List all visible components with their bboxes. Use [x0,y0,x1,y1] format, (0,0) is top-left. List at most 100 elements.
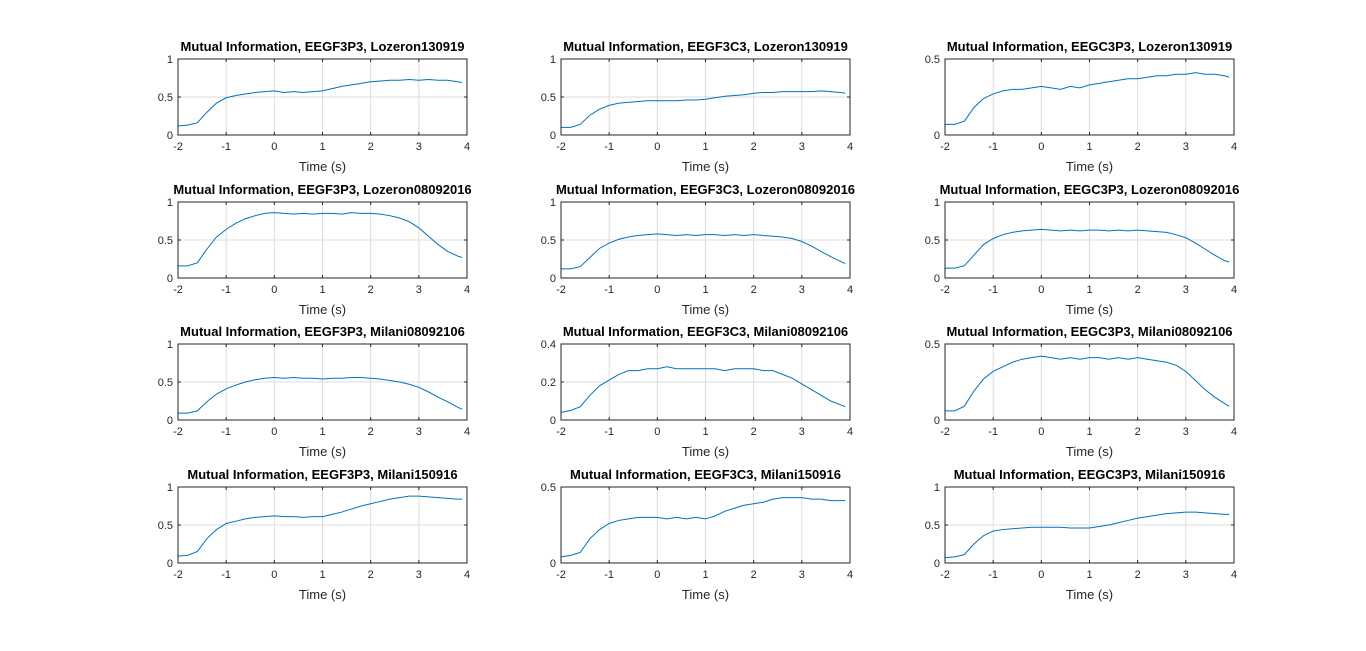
x-tick-label: 2 [368,284,374,296]
subplot-title: Mutual Information, EEGF3P3, Milani08092… [180,324,465,339]
y-tick-label: 0.5 [925,520,940,532]
x-tick-label: -1 [988,141,998,153]
x-tick-label: -2 [940,284,950,296]
subplot-10: -2 -1 0 1 2 3 4 0 0.5 1 Mutual Information, EEGF3P… [158,467,470,602]
x-tick-label: 0 [271,284,277,296]
x-tick-label: -1 [221,569,231,581]
y-tick-label: 1 [167,482,173,494]
x-tick-label: -1 [604,284,614,296]
x-tick-label: -2 [556,569,566,581]
y-tick-label: 0.5 [541,235,556,247]
y-tick-label: 1 [167,197,173,209]
x-tick-label: 0 [654,284,660,296]
subplot-title: Mutual Information, EEGC3P3, Lozeron1309… [947,39,1232,54]
x-tick-label: 3 [416,284,422,296]
x-tick-label: -2 [940,141,950,153]
x-tick-label: 4 [847,284,853,296]
x-tick-label: -2 [940,426,950,438]
x-tick-label: 3 [416,141,422,153]
y-tick-label: 0.5 [541,482,556,494]
series-line [945,355,1230,412]
x-tick-label: 1 [1086,426,1092,438]
x-tick-label: 0 [654,569,660,581]
x-tick-label: 3 [799,426,805,438]
x-tick-label: 4 [1231,426,1237,438]
y-tick-label: 0.5 [541,92,556,104]
subplot-title: Mutual Information, EEGF3C3, Lozeron1309… [563,39,848,54]
y-tick-label: 0 [167,273,173,285]
y-tick-label: 1 [934,482,940,494]
x-tick-label: -2 [940,569,950,581]
x-tick-label: -2 [173,426,183,438]
x-tick-label: 1 [1086,284,1092,296]
y-tick-label: 0.5 [158,92,173,104]
x-tick-label: 3 [799,284,805,296]
x-axis-label: Time (s) [682,159,729,174]
subplot-title: Mutual Information, EEGF3P3, Lozeron0809… [173,182,471,197]
x-tick-label: 0 [1038,569,1044,581]
x-tick-label: 2 [1135,284,1141,296]
y-tick-label: 0.5 [158,235,173,247]
x-tick-label: -2 [556,284,566,296]
x-tick-label: -1 [988,569,998,581]
x-axis-label: Time (s) [682,302,729,317]
y-tick-label: 1 [167,339,173,351]
subplot-title: Mutual Information, EEGF3P3, Milani15091… [187,467,457,482]
x-tick-label: 3 [416,569,422,581]
subplot-title: Mutual Information, EEGF3C3, Milani08092… [563,324,848,339]
y-tick-label: 0 [550,558,556,570]
subplot-1: -2 -1 0 1 2 3 4 0 0.5 1 Mutual Information, EEGF3P… [158,39,470,174]
x-tick-label: -1 [221,426,231,438]
x-tick-label: 3 [1183,569,1189,581]
y-tick-label: 0.5 [925,235,940,247]
x-tick-label: -2 [173,284,183,296]
x-tick-label: 1 [1086,569,1092,581]
x-tick-label: 0 [271,426,277,438]
x-axis-label: Time (s) [299,302,346,317]
x-tick-label: -1 [604,141,614,153]
y-tick-label: 1 [550,54,556,66]
subplot-7: -2 -1 0 1 2 3 4 0 0.5 1 Mutual Information, EEGF3P… [158,324,470,459]
series-line [178,376,463,414]
x-axis-label: Time (s) [682,587,729,602]
subplot-title: Mutual Information, EEGC3P3, Lozeron0809… [940,182,1240,197]
x-tick-label: 1 [702,141,708,153]
x-tick-label: 3 [799,569,805,581]
y-tick-label: 0 [167,130,173,142]
x-tick-label: 4 [1231,569,1237,581]
x-tick-label: 3 [799,141,805,153]
y-tick-label: 0.4 [541,339,556,351]
x-tick-label: 2 [368,141,374,153]
series-line [561,90,846,128]
x-tick-label: -2 [556,141,566,153]
y-tick-label: 0.2 [541,377,556,389]
y-tick-label: 0 [167,558,173,570]
x-tick-label: 2 [1135,569,1141,581]
x-axis-label: Time (s) [299,587,346,602]
x-tick-label: 2 [751,569,757,581]
series-line [944,511,1230,559]
x-tick-label: 0 [271,141,277,153]
x-tick-label: 2 [751,426,757,438]
x-axis-label: Time (s) [299,444,346,459]
x-axis-label: Time (s) [1066,444,1113,459]
y-tick-label: 0 [167,415,173,427]
x-tick-label: 3 [1183,426,1189,438]
x-tick-label: 1 [702,569,708,581]
x-tick-label: 0 [1038,141,1044,153]
x-axis-label: Time (s) [682,444,729,459]
subplot-title: Mutual Information, EEGF3C3, Milani15091… [570,467,841,482]
y-tick-label: 1 [167,54,173,66]
x-tick-label: -1 [604,569,614,581]
series-line [945,228,1230,269]
x-tick-label: 2 [368,569,374,581]
x-axis-label: Time (s) [1066,587,1113,602]
x-tick-label: 1 [1086,141,1092,153]
x-tick-label: 4 [464,284,470,296]
x-tick-label: 3 [1183,141,1189,153]
x-tick-label: -1 [988,426,998,438]
subplot-title: Mutual Information, EEGC3P3, Milani08092… [946,324,1232,339]
subplot-9: -2 -1 0 1 2 3 4 0 0.5 Mutual Information, EEGC3P3… [925,324,1237,459]
